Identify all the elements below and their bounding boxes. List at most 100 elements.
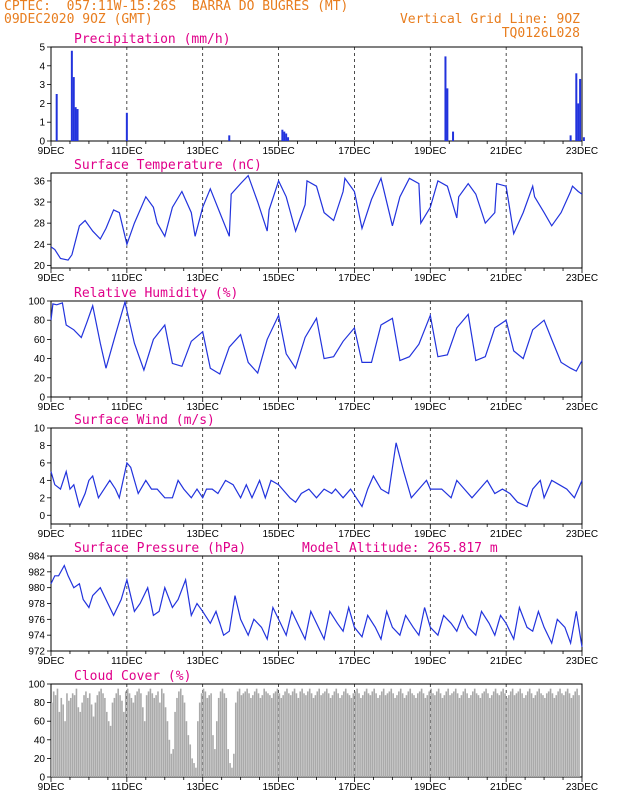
cloud-bar (424, 697, 427, 777)
cloud-bar (299, 691, 302, 777)
cloud-bar (98, 691, 101, 777)
y-tick-label: 984 (28, 552, 45, 563)
x-tick-label: 13DEC (187, 782, 219, 793)
cloud-bar (341, 695, 343, 777)
x-tick-label: 21DEC (490, 402, 522, 413)
cloud-bar (142, 707, 144, 777)
cloud-bar (396, 695, 398, 777)
cloud-bar (107, 721, 110, 777)
precip-bar (281, 129, 284, 141)
cloud-bar (227, 749, 229, 777)
cloud-bar (470, 695, 472, 777)
cloud-bar (261, 695, 264, 777)
panel-title: Cloud Cover (%) (74, 669, 191, 684)
cloud-bar (270, 697, 273, 777)
cloud-bar (111, 702, 114, 777)
cloud-bar (124, 691, 127, 777)
precip-bar (283, 131, 286, 141)
x-tick-label: 13DEC (187, 146, 219, 157)
cloud-bar (490, 695, 493, 777)
cloud-bar (242, 693, 245, 777)
x-tick-label: 23DEC (566, 402, 598, 413)
cloud-bar (373, 688, 375, 777)
cloud-bar (246, 688, 248, 777)
cloud-bar (297, 697, 300, 777)
cloud-bar (356, 688, 358, 777)
cloud-bar (236, 691, 239, 777)
cloud-bar (428, 691, 430, 777)
cloud-bar (159, 702, 161, 777)
cloud-bar (151, 693, 154, 777)
cloud-bar (174, 711, 176, 777)
cloud-bar (195, 767, 197, 777)
y-tick-label: 100 (28, 680, 45, 691)
cloud-bar (521, 693, 523, 777)
cloud-bar (462, 691, 465, 777)
cloud-bar (574, 691, 577, 777)
cloud-bar (509, 691, 512, 777)
panel-title: Surface Temperature (nC) (74, 158, 262, 173)
cloud-bar (267, 693, 269, 777)
cloud-bar (375, 693, 377, 777)
x-tick-label: 13DEC (187, 273, 219, 284)
cloud-bar (555, 695, 558, 777)
cloud-bar (94, 702, 97, 777)
cloud-bar (102, 693, 104, 777)
cloud-bar (377, 697, 379, 777)
cloud-bar (447, 688, 449, 777)
cloud-bar (324, 691, 326, 777)
x-tick-label: 15DEC (262, 402, 294, 413)
cloud-bar (545, 693, 548, 777)
x-tick-label: 17DEC (338, 273, 370, 284)
panel-frame (50, 427, 583, 525)
cloud-bar (327, 693, 330, 777)
cloud-bar (77, 707, 80, 777)
cloud-bar (147, 691, 150, 777)
y-tick-label: 976 (28, 615, 45, 626)
cloud-bar (87, 697, 89, 777)
x-tick-label: 19DEC (414, 529, 446, 540)
header-code: TQ0126L028 (501, 26, 580, 41)
y-tick-label: 6 (39, 458, 45, 469)
cloud-bar (208, 695, 210, 777)
cloud-bar (348, 695, 351, 777)
cloud-bar (517, 691, 520, 777)
cloud-bar (100, 688, 102, 777)
cloud-bar (305, 695, 307, 777)
cloud-bar (244, 691, 247, 777)
cloud-bar (487, 693, 489, 777)
cloud-bar (132, 702, 135, 777)
cloud-bar (322, 693, 324, 777)
cloud-bar (401, 693, 404, 777)
cloud-bar (335, 688, 338, 777)
cloud-bar (331, 695, 334, 777)
header-date: 09DEC2020 9OZ (GMT) (4, 12, 153, 27)
y-tick-label: 4 (39, 476, 45, 487)
panel-title: Surface Pressure (hPa) (74, 541, 246, 556)
x-tick-label: 23DEC (566, 273, 598, 284)
panel-frame (50, 555, 583, 652)
cloud-bar (138, 688, 140, 777)
cloud-bar (51, 702, 53, 777)
cloud-bar (164, 707, 167, 777)
cloud-bar (392, 693, 394, 777)
cloud-bar (468, 697, 470, 777)
x-tick-label: 9DEC (38, 656, 65, 667)
y-tick-label: 60 (34, 335, 46, 346)
cloud-bar (64, 721, 66, 777)
cloud-bar (394, 697, 396, 777)
cloud-bar (566, 688, 569, 777)
cloud-bar (530, 693, 533, 777)
cloud-bar (477, 695, 480, 777)
cloud-bar (557, 691, 559, 777)
precip-bar (285, 133, 288, 141)
cloud-bar (388, 691, 391, 777)
cloud-bar (223, 693, 226, 777)
cloud-bar (310, 693, 313, 777)
cloud-bar (551, 693, 554, 777)
cloud-bar (369, 695, 372, 777)
y-tick-label: 24 (34, 240, 46, 251)
precip-bar (452, 131, 455, 141)
cloud-bar (176, 697, 178, 777)
cloud-bar (362, 695, 364, 777)
